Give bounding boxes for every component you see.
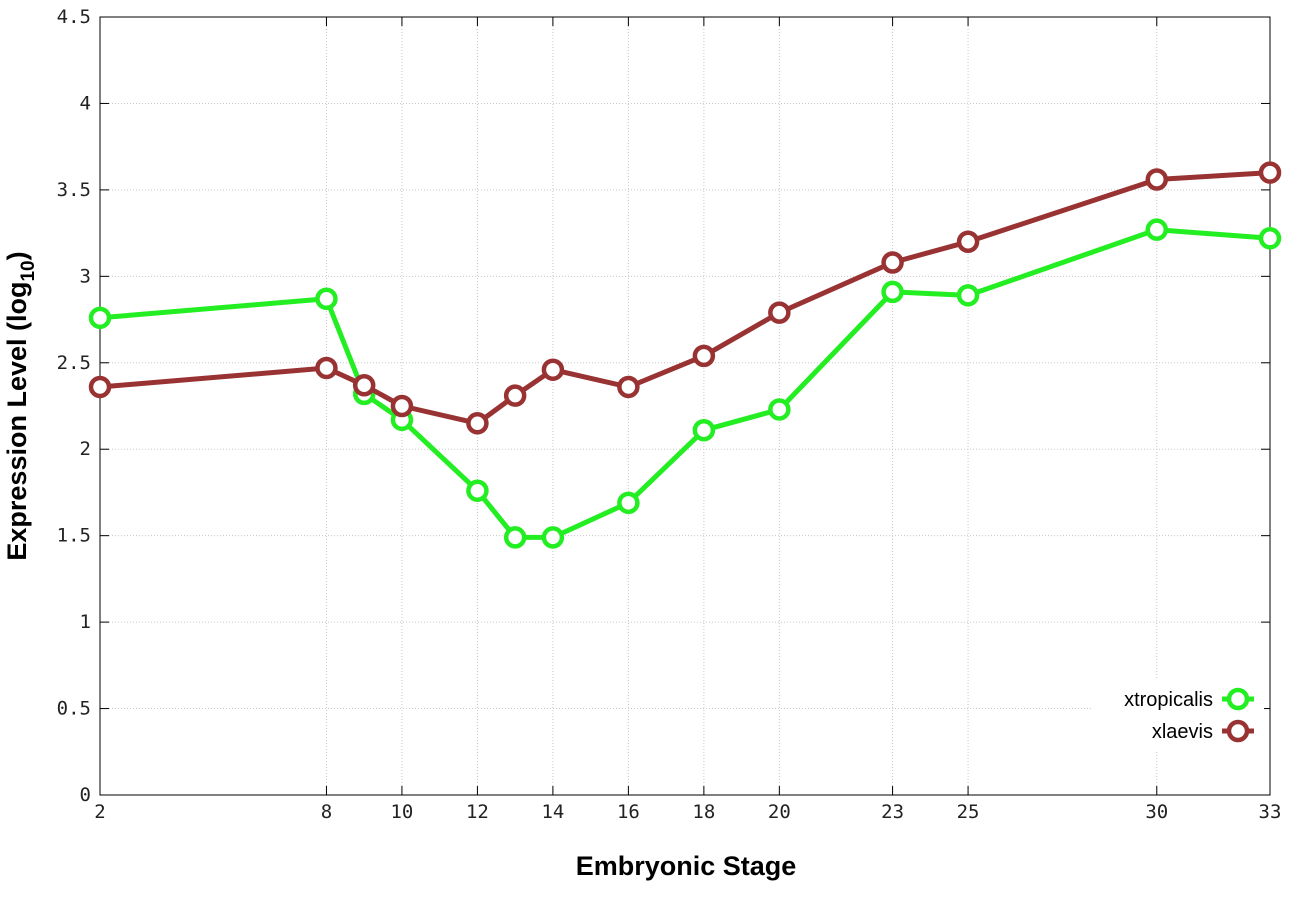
y-tick-label: 2.5 <box>57 352 91 374</box>
x-tick-label: 18 <box>692 801 715 823</box>
xlaevis-point <box>617 375 640 399</box>
xtropicalis-point <box>956 284 980 307</box>
grid <box>100 17 1270 795</box>
xlaevis-point <box>768 301 791 324</box>
y-tick-label: 1.5 <box>57 525 91 547</box>
xlaevis-point <box>466 412 489 435</box>
y-axis-title-close: ) <box>2 251 32 260</box>
x-axis-title: Embryonic Stage <box>576 851 797 881</box>
y-axis-title-main: Expression Level (log <box>2 282 32 561</box>
x-tick-label: 25 <box>957 801 980 823</box>
xtropicalis-point <box>617 491 640 515</box>
x-tick-label: 8 <box>321 801 332 823</box>
y-tick-label: 0.5 <box>57 698 91 720</box>
x-tick-label: 14 <box>541 801 564 823</box>
y-tick-label: 0 <box>80 784 91 806</box>
legend-marker-xlaevis <box>1226 719 1250 743</box>
x-tick-label: 33 <box>1259 801 1282 823</box>
x-tick-label: 2 <box>94 801 105 823</box>
x-tick-label: 30 <box>1145 801 1168 823</box>
xtropicalis-point <box>466 479 489 502</box>
xtropicalis-point <box>1145 218 1169 241</box>
y-tick-label: 3 <box>80 265 91 287</box>
x-tick-label: 20 <box>768 801 791 823</box>
xtropicalis-series <box>88 218 1282 549</box>
x-tick-label: 16 <box>617 801 640 823</box>
xlaevis-point <box>541 358 565 381</box>
xlaevis-point <box>692 344 716 368</box>
xtropicalis-point <box>541 526 565 549</box>
xlaevis-point <box>881 251 904 274</box>
plot-frame <box>99 16 1271 796</box>
y-axis-title: Expression Level (log10) <box>2 251 39 560</box>
series-lines <box>88 161 1282 549</box>
xlaevis-point <box>390 394 414 418</box>
y-tick-label: 4 <box>80 92 91 114</box>
x-tick-label: 12 <box>466 801 489 823</box>
xlaevis-point <box>503 384 527 407</box>
legend-label-xtropicalis: xtropicalis <box>1124 689 1213 711</box>
y-tick-label: 3.5 <box>57 179 91 201</box>
legend-marker-xtropicalis <box>1226 687 1250 711</box>
y-axis-title-subscript: 10 <box>18 260 39 281</box>
xtropicalis-point <box>1258 227 1282 250</box>
xlaevis-point <box>315 356 338 380</box>
xlaevis-point <box>1258 161 1282 184</box>
xtropicalis-point <box>503 526 527 549</box>
xtropicalis-point <box>315 287 338 311</box>
legend: xtropicalis xlaevis <box>1092 680 1264 750</box>
y-tick-label: 4.5 <box>57 6 91 28</box>
xlaevis-point <box>352 374 376 397</box>
y-tick-label: 2 <box>80 438 91 460</box>
xtropicalis-point <box>88 306 112 330</box>
xlaevis-line <box>99 170 1271 426</box>
x-tick-label: 23 <box>881 801 904 823</box>
xlaevis-point <box>956 230 980 254</box>
y-tick-label: 1 <box>80 611 91 633</box>
xlaevis-point <box>88 375 112 399</box>
axis-ticks: 0 0.5 1 1.5 2 2.5 3 3.5 4 4.5 2 8 10 12 14 16 18 20 23 25 30… <box>57 6 1282 823</box>
xlaevis-series <box>88 161 1282 435</box>
xtropicalis-point <box>692 418 716 442</box>
x-tick-label: 10 <box>390 801 413 823</box>
xlaevis-point <box>1145 168 1169 191</box>
legend-label-xlaevis: xlaevis <box>1152 721 1213 743</box>
xtropicalis-point <box>768 398 791 421</box>
xtropicalis-point <box>881 280 904 304</box>
